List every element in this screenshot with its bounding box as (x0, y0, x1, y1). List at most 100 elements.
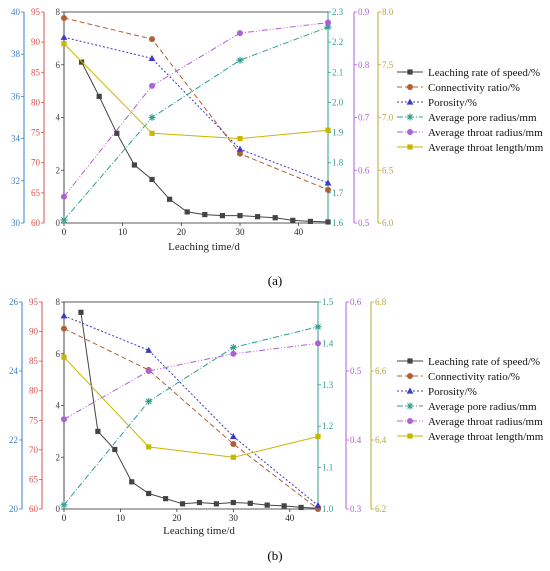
data-point (61, 416, 67, 423)
y-tick-label: 1.9 (332, 128, 344, 138)
data-point (112, 446, 118, 453)
data-point (149, 36, 155, 43)
y-tick-label: 0.5 (358, 218, 370, 228)
data-point (60, 216, 68, 224)
y-tick-label: 80 (29, 386, 39, 396)
series-5 (61, 354, 321, 460)
series-line (63, 326, 319, 506)
data-point (230, 499, 236, 506)
data-point (237, 213, 243, 219)
y-tick-label: 2.0 (332, 97, 344, 107)
data-point (247, 500, 253, 506)
y-tick-label: 6 (56, 349, 61, 359)
y-tick-label: 7.5 (382, 60, 394, 70)
data-point (272, 215, 278, 221)
y-tick-label: 4 (56, 401, 61, 411)
y-axis-ax5: 0.3 0.4 0.5 0.6 (345, 297, 362, 514)
y-tick-label: 1.1 (322, 463, 333, 473)
legend: Leaching rate of speed/% Connectivity rat… (397, 67, 544, 154)
y-tick-label: 75 (29, 415, 39, 425)
y-tick-label: 26 (9, 297, 19, 307)
y-tick-label: 90 (29, 327, 39, 337)
series-2 (60, 312, 322, 509)
data-point (148, 54, 156, 62)
y-tick-label: 6.4 (375, 435, 387, 445)
plot-frame (63, 301, 319, 510)
y-tick-label: 0.7 (358, 113, 370, 123)
plot-frame (63, 11, 329, 224)
data-point (149, 82, 155, 89)
panel-caption: (a) (268, 273, 282, 288)
y-axis-ax3: 0 2 4 6 8 (56, 7, 65, 228)
y-tick-label: 0.6 (350, 297, 362, 307)
data-point (145, 368, 152, 374)
y-tick-label: 2.1 (332, 67, 343, 77)
y-axis-ax3: 0 2 4 6 8 (56, 297, 65, 514)
legend-marker (407, 69, 413, 75)
y-tick-label: 40 (11, 7, 21, 17)
data-point (230, 440, 237, 447)
y-axis-ax2: 60 65 70 75 80 85 90 95 (31, 7, 45, 228)
series-2 (60, 33, 332, 186)
y-tick-label: 24 (9, 366, 19, 376)
series-1 (61, 325, 321, 512)
y-tick-label: 6.0 (382, 218, 394, 228)
y-tick-label: 70 (29, 445, 39, 455)
y-tick-label: 90 (31, 37, 41, 47)
y-tick-label: 1.4 (322, 338, 334, 348)
y-tick-label: 8 (56, 7, 61, 17)
data-point (96, 93, 102, 99)
y-tick-label: 60 (29, 504, 39, 514)
legend-label: Average throat radius/mm (428, 127, 543, 139)
legend-marker (407, 358, 413, 364)
y-tick-label: 85 (31, 67, 41, 77)
data-point (281, 503, 287, 509)
y-axis-ax6: 6.0 6.5 7.0 7.5 8.0 (377, 7, 394, 228)
y-axis-ax2: 60 65 70 75 80 85 90 95 (29, 297, 43, 514)
series-line (80, 312, 319, 509)
data-point (179, 501, 186, 507)
y-tick-label: 2.3 (332, 7, 344, 17)
x-tick-label: 20 (172, 513, 182, 523)
legend-label: Average throat length/mm (428, 431, 544, 443)
y-tick-label: 65 (31, 188, 41, 198)
y-tick-label: 60 (31, 218, 41, 228)
legend: Leaching rate of speed/% Connectivity rat… (397, 356, 544, 443)
data-point (149, 130, 155, 136)
y-tick-label: 0.4 (350, 435, 362, 445)
data-point (237, 136, 243, 142)
data-point (230, 350, 237, 357)
series-line (63, 36, 329, 184)
x-axis-label: Leaching time/d (163, 525, 235, 537)
x-tick-label: 40 (285, 513, 295, 523)
y-tick-label: 85 (29, 356, 39, 366)
data-point (229, 433, 237, 440)
y-tick-label: 2.2 (332, 37, 343, 47)
y-tick-label: 1.0 (322, 504, 334, 514)
y-tick-label: 20 (9, 504, 19, 514)
y-tick-label: 95 (29, 297, 39, 307)
x-axis-label: Leaching time/d (168, 241, 240, 253)
series-3 (60, 323, 322, 509)
y-tick-label: 1.2 (322, 421, 333, 431)
y-axis-ax4: 1.0 1.1 1.2 1.3 1.4 1.5 (317, 297, 334, 514)
x-tick-label: 30 (229, 513, 239, 523)
y-tick-label: 6.2 (375, 504, 386, 514)
series-line (63, 43, 329, 140)
series-line (63, 328, 319, 510)
data-point (61, 325, 67, 332)
data-point (196, 499, 203, 506)
y-tick-label: 36 (11, 91, 21, 101)
data-point (148, 114, 156, 121)
y-axis-ax5: 0.5 0.6 0.7 0.8 0.9 (353, 7, 370, 228)
series-1 (61, 15, 331, 193)
y-tick-label: 1.8 (332, 158, 344, 168)
legend-label: Average throat radius/mm (428, 416, 543, 428)
legend-label: Porosity/% (428, 386, 477, 398)
data-point (61, 354, 67, 360)
y-axis-ax4: 1.6 1.7 1.8 1.9 2.0 2.1 2.2 2.3 (327, 7, 344, 228)
y-tick-label: 2 (56, 452, 61, 462)
y-tick-label: 0 (56, 504, 61, 514)
